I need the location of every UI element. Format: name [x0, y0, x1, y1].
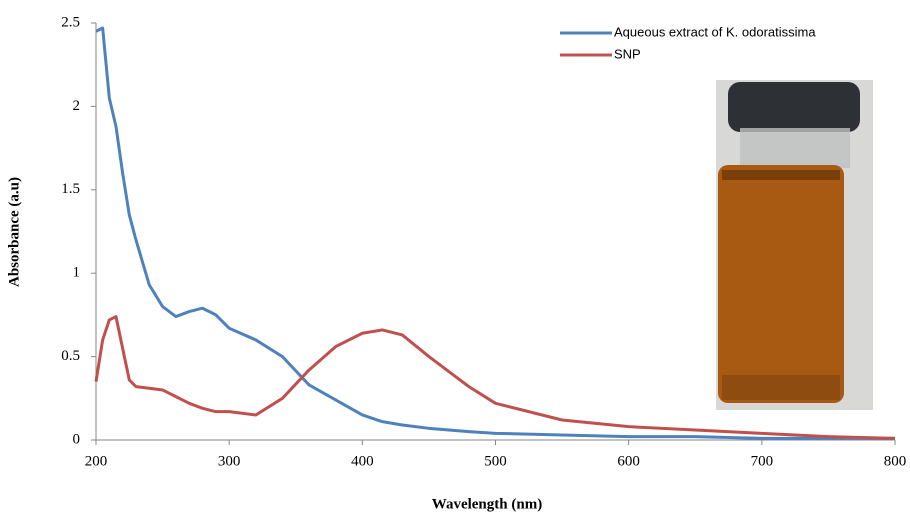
y-tick-label: 1.5 — [61, 181, 80, 197]
x-tick-label: 200 — [85, 453, 108, 469]
data-line — [95, 26, 895, 440]
inset-photo — [716, 80, 873, 410]
x-tick-label: 400 — [351, 453, 374, 469]
y-tick-label: 0.5 — [61, 348, 80, 364]
data-line — [94, 315, 896, 440]
y-tick-label: 2 — [73, 98, 81, 114]
x-tick-label: 800 — [884, 453, 907, 469]
legend-label: SNP — [614, 46, 641, 61]
x-tick-label: 500 — [484, 453, 507, 469]
y-tick-label: 2.5 — [61, 14, 80, 30]
legend-label: Aqueous extract of K. odoratissima — [614, 24, 816, 39]
y-axis-label: Absorbance (a.u) — [6, 177, 22, 287]
x-tick-label: 600 — [617, 453, 640, 469]
x-tick-label: 300 — [218, 453, 241, 469]
x-tick-label: 700 — [751, 453, 774, 469]
x-axis-label: Wavelength (nm) — [432, 496, 542, 512]
y-tick-label: 1 — [73, 265, 81, 281]
y-tick-label: 0 — [73, 431, 81, 447]
